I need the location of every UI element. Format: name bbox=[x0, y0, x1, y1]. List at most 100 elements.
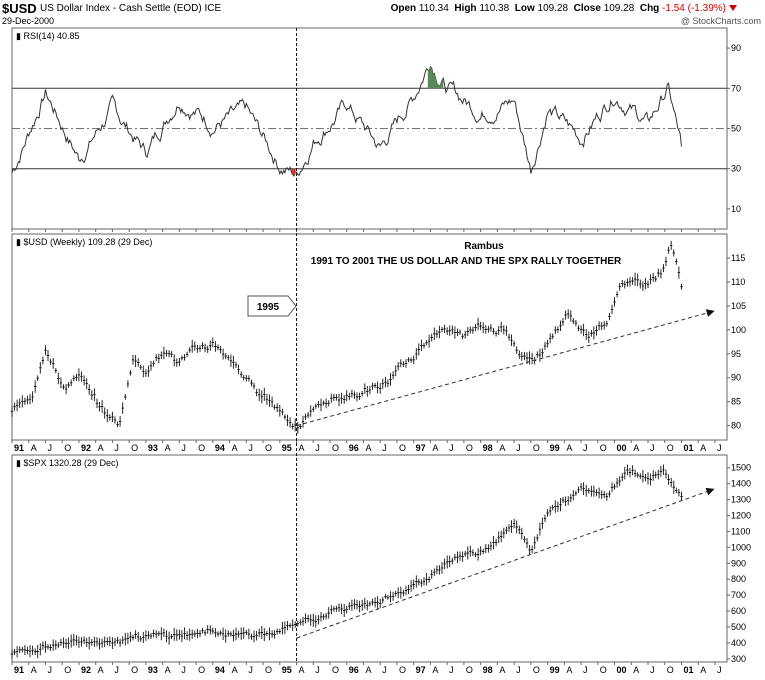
usd-xtick-28: 98 bbox=[483, 443, 493, 453]
spx-ytick-10: 500 bbox=[731, 622, 746, 632]
spx-xtick-7: O bbox=[131, 665, 138, 675]
spx-xtick-5: A bbox=[98, 665, 104, 675]
usd-xtick-25: A bbox=[432, 443, 438, 453]
spx-xtick-16: 95 bbox=[282, 665, 292, 675]
usd-xtick-39: O bbox=[667, 443, 674, 453]
spx-xtick-2: J bbox=[47, 665, 52, 675]
rsi-oversold-mark bbox=[291, 168, 296, 175]
usd-xtick-42: J bbox=[717, 443, 722, 453]
spx-xtick-34: J bbox=[583, 665, 588, 675]
spx-xtick-4: 92 bbox=[81, 665, 91, 675]
usd-ytick-1: 110 bbox=[731, 277, 745, 287]
spx-xtick-19: O bbox=[332, 665, 339, 675]
usd-xtick-18: J bbox=[315, 443, 320, 453]
usd-xtick-14: J bbox=[248, 443, 253, 453]
spx-xtick-37: A bbox=[633, 665, 639, 675]
high-label: High bbox=[454, 3, 477, 14]
usd-xtick-21: A bbox=[365, 443, 371, 453]
usd-xtick-22: J bbox=[382, 443, 387, 453]
usd-panel-title: ▮ $USD (Weekly) 109.28 (29 Dec) bbox=[16, 237, 152, 247]
spx-ytick-12: 300 bbox=[731, 654, 746, 664]
spx-ytick-1: 1400 bbox=[731, 479, 751, 489]
panel-frames bbox=[11, 27, 730, 665]
callout-1995-box bbox=[247, 295, 297, 317]
spx-xtick-20: 96 bbox=[349, 665, 359, 675]
high-value: 110.38 bbox=[479, 3, 510, 14]
chart-header: $USD US Dollar Index - Cash Settle (EOD)… bbox=[0, 0, 765, 28]
spx-xtick-25: A bbox=[432, 665, 438, 675]
spx-ytick-8: 700 bbox=[731, 590, 746, 600]
callout-1995-label: 1995 bbox=[257, 302, 280, 313]
ohlc-readout: Open 110.34 High 110.38 Low 109.28 Close… bbox=[391, 3, 737, 14]
spx-xtick-27: O bbox=[466, 665, 473, 675]
stockcharts-brand: @ StockCharts.com bbox=[680, 16, 761, 26]
rsi-ytick-0: 90 bbox=[731, 43, 741, 53]
spx-xtick-36: 00 bbox=[617, 665, 627, 675]
usd-panel-frame bbox=[11, 233, 728, 441]
usd-xtick-1: A bbox=[31, 443, 37, 453]
spx-panel-frame bbox=[11, 454, 728, 663]
usd-xtick-27: O bbox=[466, 443, 473, 453]
usd-xtick-32: 99 bbox=[550, 443, 560, 453]
usd-xtick-36: 00 bbox=[617, 443, 627, 453]
spx-xtick-29: A bbox=[499, 665, 505, 675]
usd-xtick-15: O bbox=[265, 443, 272, 453]
usd-xtick-31: O bbox=[533, 443, 540, 453]
usd-xtick-35: O bbox=[600, 443, 607, 453]
spx-trendline-arrow bbox=[705, 487, 715, 496]
symbol-description: US Dollar Index - Cash Settle (EOD) ICE bbox=[40, 3, 222, 14]
low-value: 109.28 bbox=[537, 3, 569, 14]
spx-xtick-32: 99 bbox=[550, 665, 560, 675]
usd-ytick-6: 85 bbox=[731, 397, 741, 407]
usd-trendline bbox=[296, 312, 708, 427]
usd-xtick-33: A bbox=[566, 443, 572, 453]
spx-xtick-24: 97 bbox=[416, 665, 426, 675]
spx-xtick-14: J bbox=[248, 665, 253, 675]
chg-value: -1.54 (-1.39%) bbox=[662, 3, 726, 14]
usd-xtick-37: A bbox=[633, 443, 639, 453]
usd-xtick-10: J bbox=[181, 443, 186, 453]
tick-labels: ▮ RSI(14) 40.85 90 70 50 30 10 ▮ $USD (Weekly)… bbox=[14, 31, 751, 675]
usd-xtick-13: A bbox=[232, 443, 238, 453]
spx-xtick-21: A bbox=[365, 665, 371, 675]
chart-date: 29-Dec-2000 bbox=[2, 16, 55, 26]
open-value: 110.34 bbox=[418, 3, 449, 14]
rsi-panel-title: ▮ RSI(14) 40.85 bbox=[16, 31, 79, 41]
usd-xtick-2: J bbox=[47, 443, 52, 453]
usd-xtick-9: A bbox=[165, 443, 171, 453]
spx-xtick-41: A bbox=[700, 665, 706, 675]
spx-xtick-30: J bbox=[516, 665, 521, 675]
spx-panel-title: ▮ $SPX 1320.28 (29 Dec) bbox=[16, 458, 119, 468]
usd-price-bars bbox=[10, 240, 683, 434]
usd-xtick-4: 92 bbox=[81, 443, 91, 453]
spx-xtick-23: O bbox=[399, 665, 406, 675]
symbol-title: $USD bbox=[2, 1, 37, 16]
spx-ytick-5: 1000 bbox=[731, 542, 751, 552]
spx-xtick-11: O bbox=[198, 665, 205, 675]
spx-xtick-35: O bbox=[600, 665, 607, 675]
usd-trendline-arrow bbox=[705, 309, 715, 317]
usd-ytick-4: 95 bbox=[731, 349, 741, 359]
spx-xtick-40: 01 bbox=[683, 665, 693, 675]
usd-xtick-20: 96 bbox=[349, 443, 359, 453]
usd-ytick-2: 105 bbox=[731, 301, 746, 311]
rsi-ytick-1: 70 bbox=[731, 83, 741, 93]
spx-ytick-3: 1200 bbox=[731, 511, 751, 521]
spx-ytick-0: 1500 bbox=[731, 463, 751, 473]
spx-xtick-8: 93 bbox=[148, 665, 158, 675]
down-triangle-icon bbox=[729, 5, 737, 12]
spx-xtick-12: 94 bbox=[215, 665, 225, 675]
usd-xtick-41: A bbox=[700, 443, 706, 453]
spx-ytick-7: 800 bbox=[731, 574, 746, 584]
spx-xtick-17: A bbox=[299, 665, 305, 675]
reference-lines bbox=[12, 87, 727, 170]
spx-xtick-38: J bbox=[650, 665, 655, 675]
usd-ytick-3: 100 bbox=[731, 325, 746, 335]
spx-ytick-2: 1300 bbox=[731, 495, 751, 505]
usd-xtick-3: O bbox=[64, 443, 71, 453]
spx-xtick-22: J bbox=[382, 665, 387, 675]
spx-xtick-3: O bbox=[64, 665, 71, 675]
usd-xtick-17: A bbox=[299, 443, 305, 453]
spx-xtick-13: A bbox=[232, 665, 238, 675]
